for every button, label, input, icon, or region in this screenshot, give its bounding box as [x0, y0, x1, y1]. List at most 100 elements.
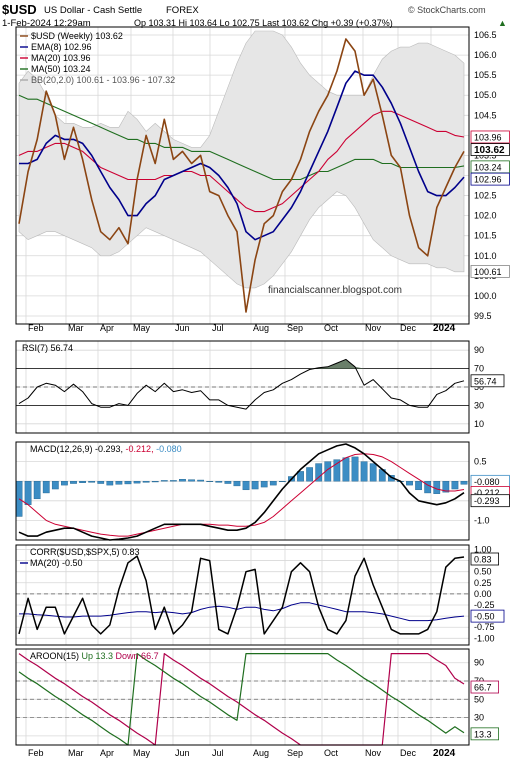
macd-histogram-bar [251, 481, 259, 490]
rsi-title: RSI(7) 56.74 [22, 343, 73, 353]
corr-ytick: -1.00 [474, 633, 495, 643]
macd-histogram-bar [342, 457, 350, 482]
macd-histogram-bar [70, 481, 77, 484]
price-1-tag-box [470, 143, 510, 157]
macd-histogram-bar [369, 463, 377, 482]
rsi-frame [15, 340, 470, 434]
price-2-tag: 103.24 [474, 162, 502, 172]
macd-histogram-bar [406, 481, 413, 486]
macd-histogram-bar [315, 463, 323, 482]
macd-histogram-bar [61, 481, 68, 486]
macd-line [18, 443, 465, 541]
aroon-month-11: 2024 [433, 748, 456, 759]
price-ytick: 105.5 [474, 70, 497, 80]
corr-tag: 0.83 [474, 555, 492, 565]
macd-histogram-bar [233, 481, 241, 487]
aroon-month-10: Dec [400, 748, 417, 758]
rsi-ytick: 90 [474, 345, 484, 355]
macd-title-part: -0.212, [123, 444, 154, 454]
macd-histogram-bar [33, 481, 41, 500]
ma50-line [18, 94, 465, 181]
rsi-ytick: 70 [474, 364, 484, 374]
macd-histogram-bar [224, 481, 232, 484]
corr-ytick: 0.00 [474, 589, 492, 599]
aroon-month-3: May [133, 748, 151, 758]
macd-hist-tag: -0.080 [474, 477, 500, 487]
rsi-tag: 56.74 [474, 376, 497, 386]
aroon-title: AROON(15) Up 13.3 Down 66.7 [30, 651, 159, 661]
price-1-tag: 103.62 [474, 145, 505, 156]
price-month-5: Jul [212, 323, 224, 333]
corr-ma-tag: -0.50 [474, 612, 495, 622]
ticker-symbol: $USD [2, 2, 37, 17]
corr-ma-label: MA(20) -0.50 [30, 558, 83, 568]
aroon-month-7: Sep [287, 748, 303, 758]
macd-histogram-bar [142, 481, 150, 483]
macd-histogram-bar [124, 481, 132, 485]
price-legend-2: MA(20) 103.96 [31, 53, 91, 63]
price-0-tag: 103.96 [474, 132, 502, 142]
price-month-6: Aug [253, 323, 269, 333]
macd-signal-tag: -0.212 [474, 488, 500, 498]
macd-histogram-bar [297, 471, 304, 482]
corr-ma-tag-box [470, 609, 505, 623]
macd-frame [15, 441, 470, 541]
macd-histogram-bar [79, 481, 86, 483]
aroon-ytick: 30 [474, 713, 484, 723]
macd-histogram-bar [260, 481, 268, 488]
corr-frame [15, 544, 470, 646]
exchange-label: FOREX [166, 5, 199, 16]
macd-ytick: 0.5 [474, 457, 487, 467]
corr-line [18, 555, 465, 635]
price-legend-0: $USD (Weekly) 103.62 [31, 31, 123, 41]
macd-histogram-bar [324, 461, 332, 482]
corr-ma20-line [19, 602, 465, 622]
instrument-name: US Dollar - Cash Settle [44, 5, 142, 16]
price-ytick: 100.0 [474, 291, 497, 301]
ohlc-readout: Op 103.31 Hi 103.64 Lo 102.75 Last 103.6… [134, 18, 393, 28]
macd-title-part: -0.080 [154, 444, 182, 454]
macd-histogram-bar [42, 481, 50, 494]
price-ytick: 104.5 [474, 110, 497, 120]
price-ytick: 101.5 [474, 231, 497, 241]
panels: 99.5100.0100.5101.0101.5102.0102.5103.01… [15, 26, 510, 759]
price-month-11: 2024 [433, 323, 456, 334]
macd-line-tag-box [470, 494, 510, 508]
aroon-down-line [18, 653, 465, 746]
macd-histogram-bar [160, 480, 168, 482]
watermark: © StockCharts.com [408, 5, 486, 15]
aroon-month-6: Aug [253, 748, 269, 758]
macd-histogram-bar [133, 481, 141, 484]
aroon-month-4: Jun [175, 748, 190, 758]
aroon-title-part: Down 66.7 [113, 651, 159, 661]
price-month-3: May [133, 323, 151, 333]
aroon-month-1: Mar [68, 748, 84, 758]
price-ytick: 106.0 [474, 50, 497, 60]
macd-histogram-bar [179, 479, 186, 482]
rsi-ytick: 10 [474, 419, 484, 429]
price-frame [15, 26, 470, 325]
aroon-up-tag: 13.3 [474, 729, 492, 739]
macd-histogram-bar [333, 459, 341, 482]
aroon-down-tag-box [470, 680, 500, 694]
macd-histogram-bar [433, 481, 441, 494]
ema8-line [19, 70, 465, 241]
price-4-tag-box [470, 265, 510, 278]
blog-watermark: financialscanner.blogspot.com [268, 285, 402, 296]
macd-histogram-bar [206, 481, 214, 482]
macd-histogram-bar [106, 481, 114, 486]
macd-histogram-bar [424, 481, 432, 494]
corr-ytick: 1.00 [474, 544, 492, 554]
aroon-down-tag: 66.7 [474, 683, 492, 693]
price-month-4: Jun [175, 323, 190, 333]
price-legend-4: BB(20,2.0) 100.61 - 103.96 - 107.32 [31, 75, 175, 85]
price-month-10: Dec [400, 323, 417, 333]
macd-ytick: -1.0 [474, 515, 490, 525]
macd-histogram-bar [115, 481, 123, 485]
price-ytick: 102.0 [474, 211, 497, 221]
aroon-up-tag-box [470, 727, 500, 741]
macd-histogram-bar [170, 480, 177, 482]
macd-histogram-bar [242, 481, 250, 491]
aroon-title-part: AROON(15) [30, 651, 79, 661]
macd-line-tag: -0.293 [474, 496, 500, 506]
